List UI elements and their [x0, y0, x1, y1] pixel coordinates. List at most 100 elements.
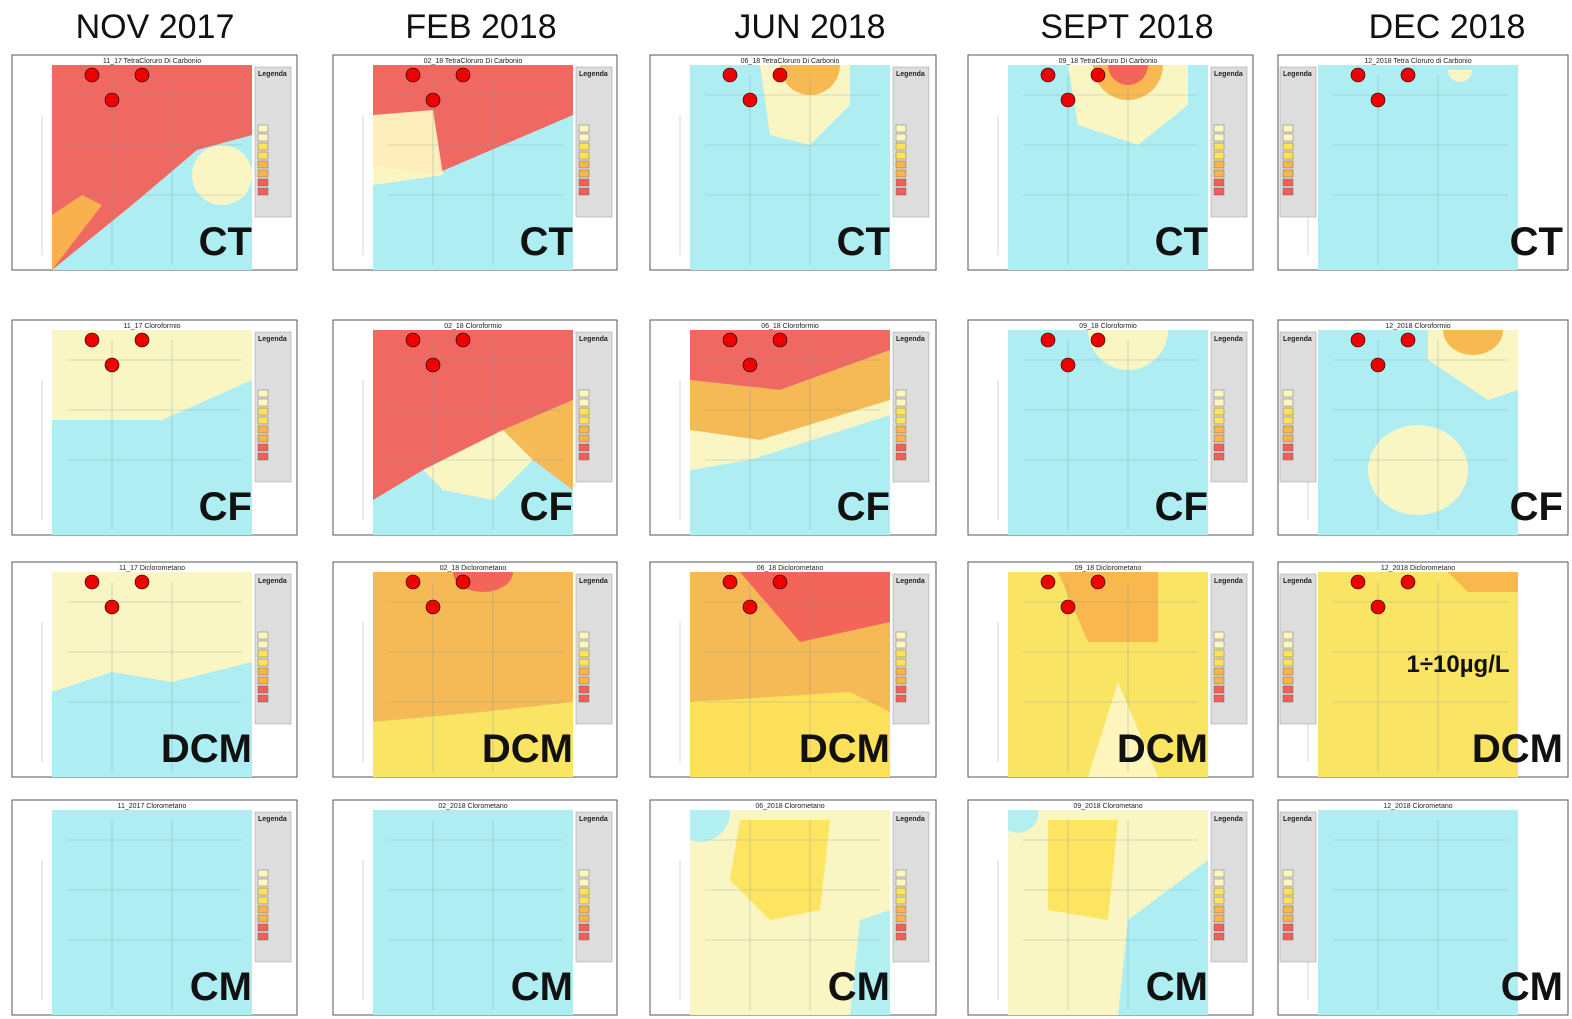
sample-point	[406, 575, 420, 589]
legend-swatch	[896, 632, 906, 639]
legend-title: Legenda	[1214, 336, 1243, 343]
column-header: NOV 2017	[76, 8, 235, 46]
legend-swatch	[896, 399, 906, 406]
contour-zone	[1048, 820, 1118, 920]
legend-title: Legenda	[1283, 336, 1312, 343]
sample-point	[456, 68, 470, 82]
legend-title: Legenda	[1214, 71, 1243, 78]
sample-point	[773, 575, 787, 589]
contour-zone	[192, 145, 252, 205]
legend-swatch	[1214, 888, 1224, 895]
legend-swatch	[896, 888, 906, 895]
legend-swatch	[579, 134, 589, 141]
legend-swatch	[258, 399, 268, 406]
legend-swatch	[1283, 390, 1293, 397]
map-panel: 12_2018 Tetra Cloruro di CarbonioLegenda…	[1278, 55, 1568, 270]
legend-swatch	[896, 390, 906, 397]
legend-swatch	[1283, 650, 1293, 657]
panel-title: 12_2018 Tetra Cloruro di Carbonio	[1364, 58, 1471, 65]
legend-swatch	[1214, 915, 1224, 922]
sample-point	[85, 333, 99, 347]
compound-label: CF	[520, 485, 573, 529]
column-header: DEC 2018	[1369, 8, 1526, 46]
legend-swatch	[1214, 143, 1224, 150]
sample-point	[723, 333, 737, 347]
contour-zone	[1368, 425, 1468, 515]
legend-swatch	[258, 668, 268, 675]
legend-title: Legenda	[258, 71, 287, 78]
legend-swatch	[258, 188, 268, 195]
legend-swatch	[896, 659, 906, 666]
legend-swatch	[896, 161, 906, 168]
sample-point	[85, 68, 99, 82]
compound-label: CF	[1155, 485, 1208, 529]
map-panel: 12_2018 CloroformioLegendaCF	[1278, 320, 1568, 535]
legend-swatch	[579, 924, 589, 931]
legend-swatch	[1283, 179, 1293, 186]
legend-swatch	[1214, 677, 1224, 684]
sample-point	[105, 600, 119, 614]
legend-title: Legenda	[579, 71, 608, 78]
legend-swatch	[258, 879, 268, 886]
sample-point	[1351, 333, 1365, 347]
sample-point	[1371, 93, 1385, 107]
legend-swatch	[258, 906, 268, 913]
sample-point	[1401, 575, 1415, 589]
panel-title: 11_17 Diclorometano	[119, 565, 185, 572]
legend-swatch	[1214, 417, 1224, 424]
sample-point	[105, 93, 119, 107]
legend-swatch	[1214, 188, 1224, 195]
panel-title: 06_18 Diclorometano	[757, 565, 824, 572]
panel-title: 11_2017 Clorometano	[118, 803, 187, 810]
compound-label: DCM	[1472, 727, 1563, 771]
legend-swatch	[258, 677, 268, 684]
legend-swatch	[579, 888, 589, 895]
legend-swatch	[579, 408, 589, 415]
legend-swatch	[258, 924, 268, 931]
sample-point	[406, 68, 420, 82]
sample-point	[1371, 600, 1385, 614]
sample-point	[723, 575, 737, 589]
annotation: 1÷10µg/L	[1406, 651, 1509, 678]
contour-zone	[373, 572, 573, 722]
legend-swatch	[896, 695, 906, 702]
legend-swatch	[258, 650, 268, 657]
legend-swatch	[896, 417, 906, 424]
legend-swatch	[1283, 435, 1293, 442]
legend-swatch	[579, 152, 589, 159]
sample-point	[1401, 68, 1415, 82]
sample-point	[743, 93, 757, 107]
map-area	[1318, 810, 1518, 1015]
contour-zone	[373, 110, 443, 185]
sample-point	[456, 575, 470, 589]
panel-title: 12_2018 Clorometano	[1383, 803, 1452, 810]
compound-label: CM	[511, 965, 573, 1009]
sample-point	[135, 333, 149, 347]
legend-swatch	[1214, 453, 1224, 460]
map-panel: 02_2018 ClorometanoLegendaCM	[333, 800, 617, 1015]
map-panel: 12_2018 DiclorometanoLegendaDCM1÷10µg/L	[1278, 562, 1568, 777]
legend-swatch	[1214, 134, 1224, 141]
legend-swatch	[1214, 659, 1224, 666]
sample-point	[456, 333, 470, 347]
legend-swatch	[579, 170, 589, 177]
legend-swatch	[896, 453, 906, 460]
legend-swatch	[579, 188, 589, 195]
legend-swatch	[258, 179, 268, 186]
legend-swatch	[1283, 668, 1293, 675]
legend-swatch	[579, 933, 589, 940]
sample-point	[426, 600, 440, 614]
sample-point	[135, 575, 149, 589]
legend-swatch	[1214, 870, 1224, 877]
sample-point	[1371, 358, 1385, 372]
sample-point	[773, 333, 787, 347]
legend-swatch	[896, 641, 906, 648]
legend-swatch	[1283, 659, 1293, 666]
legend-title: Legenda	[1214, 816, 1243, 823]
compound-label: DCM	[161, 727, 252, 771]
legend-swatch	[579, 399, 589, 406]
column-header: FEB 2018	[405, 8, 556, 46]
sample-point	[1041, 333, 1055, 347]
legend-swatch	[1214, 444, 1224, 451]
